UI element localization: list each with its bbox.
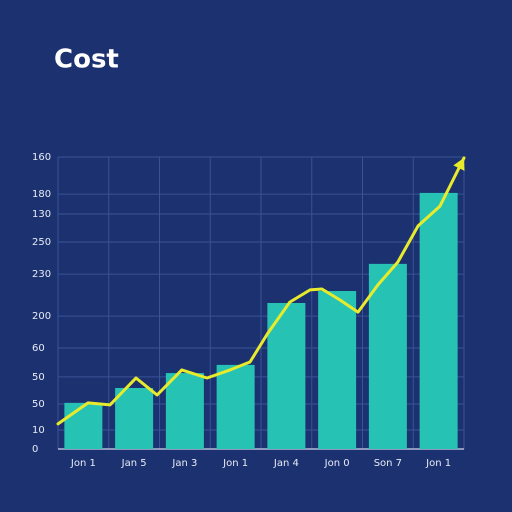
y-tick-label: 200 [32,311,51,322]
x-tick-label: Jan 3 [171,458,197,469]
x-tick-label: Jon 1 [70,458,96,469]
x-tick-label: Jon 1 [425,458,451,469]
trend-arrow-head [453,157,465,171]
y-tick-label: 0 [32,444,38,455]
y-tick-label: 50 [32,399,45,410]
bar [115,387,154,449]
y-tick-label: 250 [32,237,51,248]
bar [64,402,103,449]
y-tick-label: 60 [32,343,45,354]
x-tick-label: Jan 4 [273,458,299,469]
bar [419,192,458,449]
x-tick-label: Jon 0 [324,458,350,469]
bar [318,291,357,449]
y-tick-label: 160 [32,152,51,163]
bar [368,263,407,449]
y-tick-label: 50 [32,372,45,383]
y-tick-label: 130 [32,209,51,220]
y-tick-label: 180 [32,189,51,200]
x-tick-label: Jon 1 [222,458,248,469]
bar [165,373,204,449]
x-tick-label: Son 7 [374,458,402,469]
y-tick-label: 230 [32,269,51,280]
trend-line [56,156,466,426]
x-tick-label: Jan 5 [121,458,147,469]
bar [216,364,255,449]
chart-title: Cost [54,45,119,75]
y-tick-label: 10 [32,425,45,436]
